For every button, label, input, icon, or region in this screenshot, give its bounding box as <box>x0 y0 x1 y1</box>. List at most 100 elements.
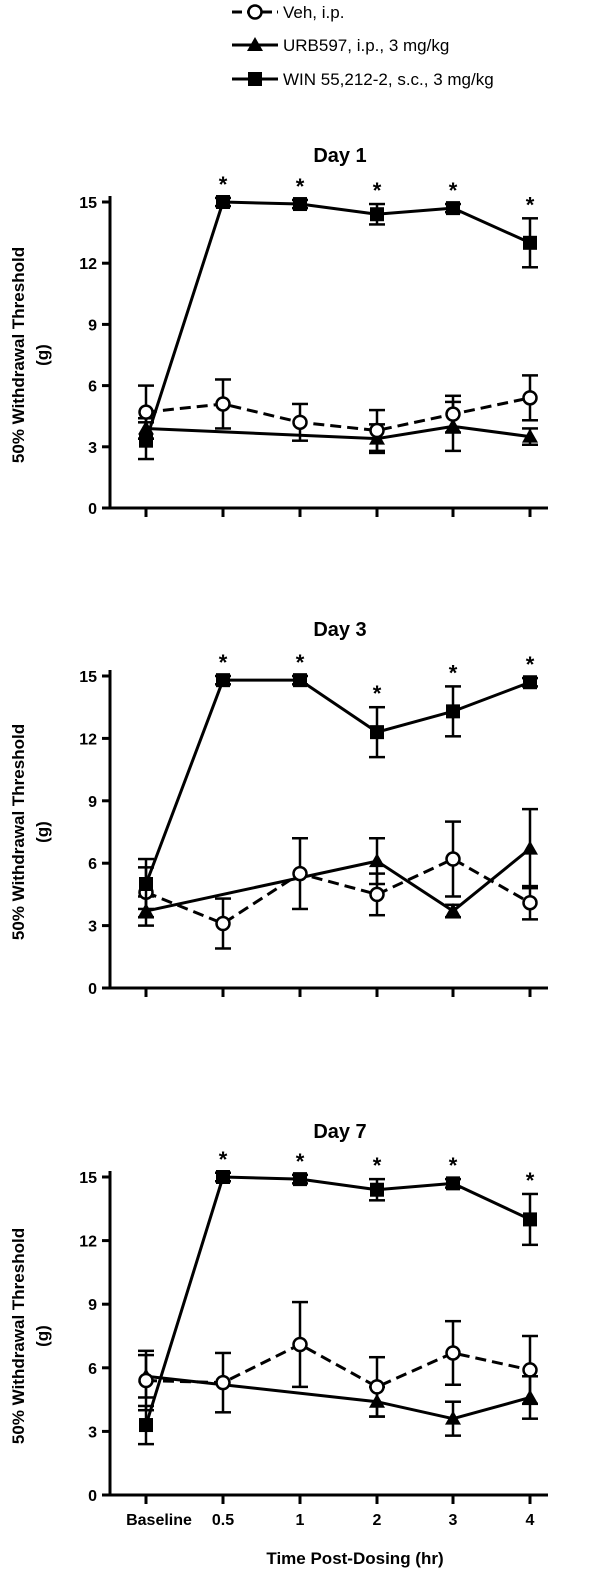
data-point-series-2 <box>139 877 153 891</box>
y-tick-label: 12 <box>79 731 97 748</box>
data-point-series-2 <box>216 195 230 209</box>
x-tick-label: 0.5 <box>212 1512 234 1529</box>
legend-entry-1: URB597, i.p., 3 mg/kg <box>232 36 449 55</box>
data-point-series-1 <box>522 428 538 443</box>
x-tick-label: 1 <box>296 1512 305 1529</box>
series-line-0 <box>145 396 531 432</box>
significance-asterisk: * <box>373 1153 382 1178</box>
significance-asterisk: * <box>449 660 458 685</box>
y-tick-label: 12 <box>79 256 97 273</box>
legend-label-0: Veh, i.p. <box>283 3 344 22</box>
y-axis-title: 50% Withdrawal Threshold <box>9 247 28 463</box>
significance-asterisk: * <box>296 650 305 675</box>
data-point-series-0 <box>215 396 231 412</box>
data-point-series-2 <box>293 673 307 688</box>
legend-label-1: URB597, i.p., 3 mg/kg <box>283 36 449 55</box>
x-tick-label: 3 <box>449 1512 458 1529</box>
chart-panel-1: Day 1 50% Withdrawal Threshold (g) 0 3 6 9 12 15… <box>9 145 548 518</box>
data-point-series-0 <box>215 1374 231 1391</box>
y-tick-label: 0 <box>88 981 97 998</box>
x-tick-label: 2 <box>373 1512 382 1529</box>
y-axis-title: 50% Withdrawal Threshold <box>9 724 28 940</box>
data-point-series-0 <box>445 851 461 867</box>
y-tick-label: 9 <box>88 1297 97 1314</box>
data-point-series-2 <box>293 1172 307 1187</box>
y-tick-label: 12 <box>79 1234 97 1251</box>
legend-label-2: WIN 55,212-2, s.c., 3 mg/kg <box>283 70 494 89</box>
significance-asterisk: * <box>296 174 305 199</box>
data-point-series-0 <box>292 414 308 431</box>
data-point-series-2 <box>446 1176 460 1191</box>
series-line-1 <box>145 424 531 441</box>
x-axis-title: Time Post-Dosing (hr) <box>266 1549 443 1568</box>
significance-asterisk: * <box>373 178 382 203</box>
data-point-series-0 <box>369 886 385 903</box>
chart-title: Day 1 <box>313 145 366 167</box>
series-line-2 <box>144 200 531 442</box>
data-point-series-2 <box>139 433 153 448</box>
chart-panel-3: Day 750% Withdrawal Threshold (g)03691215… <box>9 1121 548 1529</box>
series-line-2 <box>144 678 531 885</box>
data-point-series-0 <box>138 1372 154 1389</box>
data-point-series-2 <box>293 197 307 212</box>
significance-asterisk: * <box>526 1168 535 1193</box>
chart-title: Day 7 <box>313 1121 366 1143</box>
chart-panel-2: Day 3 50% Withdrawal Threshold (g) 0 3 6 9 12 15… <box>9 619 548 998</box>
significance-asterisk: * <box>219 172 228 197</box>
y-tick-label: 9 <box>88 317 97 334</box>
series-line-2 <box>144 1175 531 1426</box>
data-point-series-2 <box>139 1418 153 1433</box>
legend: Veh, i.p. URB597, i.p., 3 mg/kg WIN 55,212… <box>232 3 494 89</box>
significance-asterisk: * <box>449 1153 458 1178</box>
data-point-series-0 <box>215 915 231 932</box>
data-point-series-1 <box>445 1410 461 1425</box>
series-line-0 <box>145 857 531 926</box>
legend-entry-2: WIN 55,212-2, s.c., 3 mg/kg <box>232 70 494 89</box>
data-point-series-0 <box>445 1345 461 1361</box>
data-point-series-0 <box>292 1336 308 1353</box>
legend-marker-icon-2 <box>248 72 262 86</box>
data-point-series-2 <box>216 673 230 688</box>
series-line-0 <box>145 1342 531 1389</box>
significance-asterisk: * <box>219 650 228 675</box>
y-tick-label: 9 <box>88 794 97 811</box>
legend-entry-0: Veh, i.p. <box>232 3 344 22</box>
y-tick-label: 6 <box>88 379 97 396</box>
data-point-series-1 <box>369 853 385 868</box>
data-point-series-2 <box>370 1182 384 1197</box>
data-point-series-2 <box>446 704 460 719</box>
data-point-series-2 <box>523 675 537 690</box>
data-point-series-2 <box>446 201 460 216</box>
data-point-series-0 <box>445 406 461 422</box>
data-point-series-2 <box>216 1170 230 1184</box>
legend-marker-icon-1 <box>247 37 263 51</box>
series-line-1 <box>145 1374 531 1421</box>
y-tick-label: 3 <box>88 440 97 457</box>
data-point-series-0 <box>522 1362 538 1378</box>
y-axis-unit: (g) <box>33 344 52 366</box>
data-point-series-0 <box>369 422 385 439</box>
significance-asterisk: * <box>526 192 535 217</box>
y-tick-label: 6 <box>88 856 97 873</box>
y-tick-label: 15 <box>79 1170 97 1187</box>
y-axis-unit: (g) <box>33 821 52 843</box>
significance-asterisk: * <box>296 1149 305 1174</box>
data-point-series-2 <box>370 725 384 740</box>
chart-panels: Day 150% Withdrawal Threshold (g)03691215… <box>9 145 548 1529</box>
significance-asterisk: * <box>449 178 458 203</box>
significance-asterisk: * <box>219 1147 228 1172</box>
data-point-series-1 <box>445 903 461 918</box>
y-axis-unit: (g) <box>33 1325 52 1347</box>
y-axis-title: 50% Withdrawal Threshold <box>9 1228 28 1444</box>
x-tick-label: 4 <box>526 1512 535 1529</box>
significance-asterisk: * <box>373 681 382 706</box>
y-tick-label: 3 <box>88 1424 97 1441</box>
data-point-series-1 <box>522 840 538 855</box>
x-tick-label: Baseline <box>126 1512 192 1529</box>
y-tick-label: 0 <box>88 501 97 518</box>
data-point-series-2 <box>370 207 384 222</box>
data-point-series-0 <box>522 894 538 911</box>
data-point-series-0 <box>138 404 154 420</box>
